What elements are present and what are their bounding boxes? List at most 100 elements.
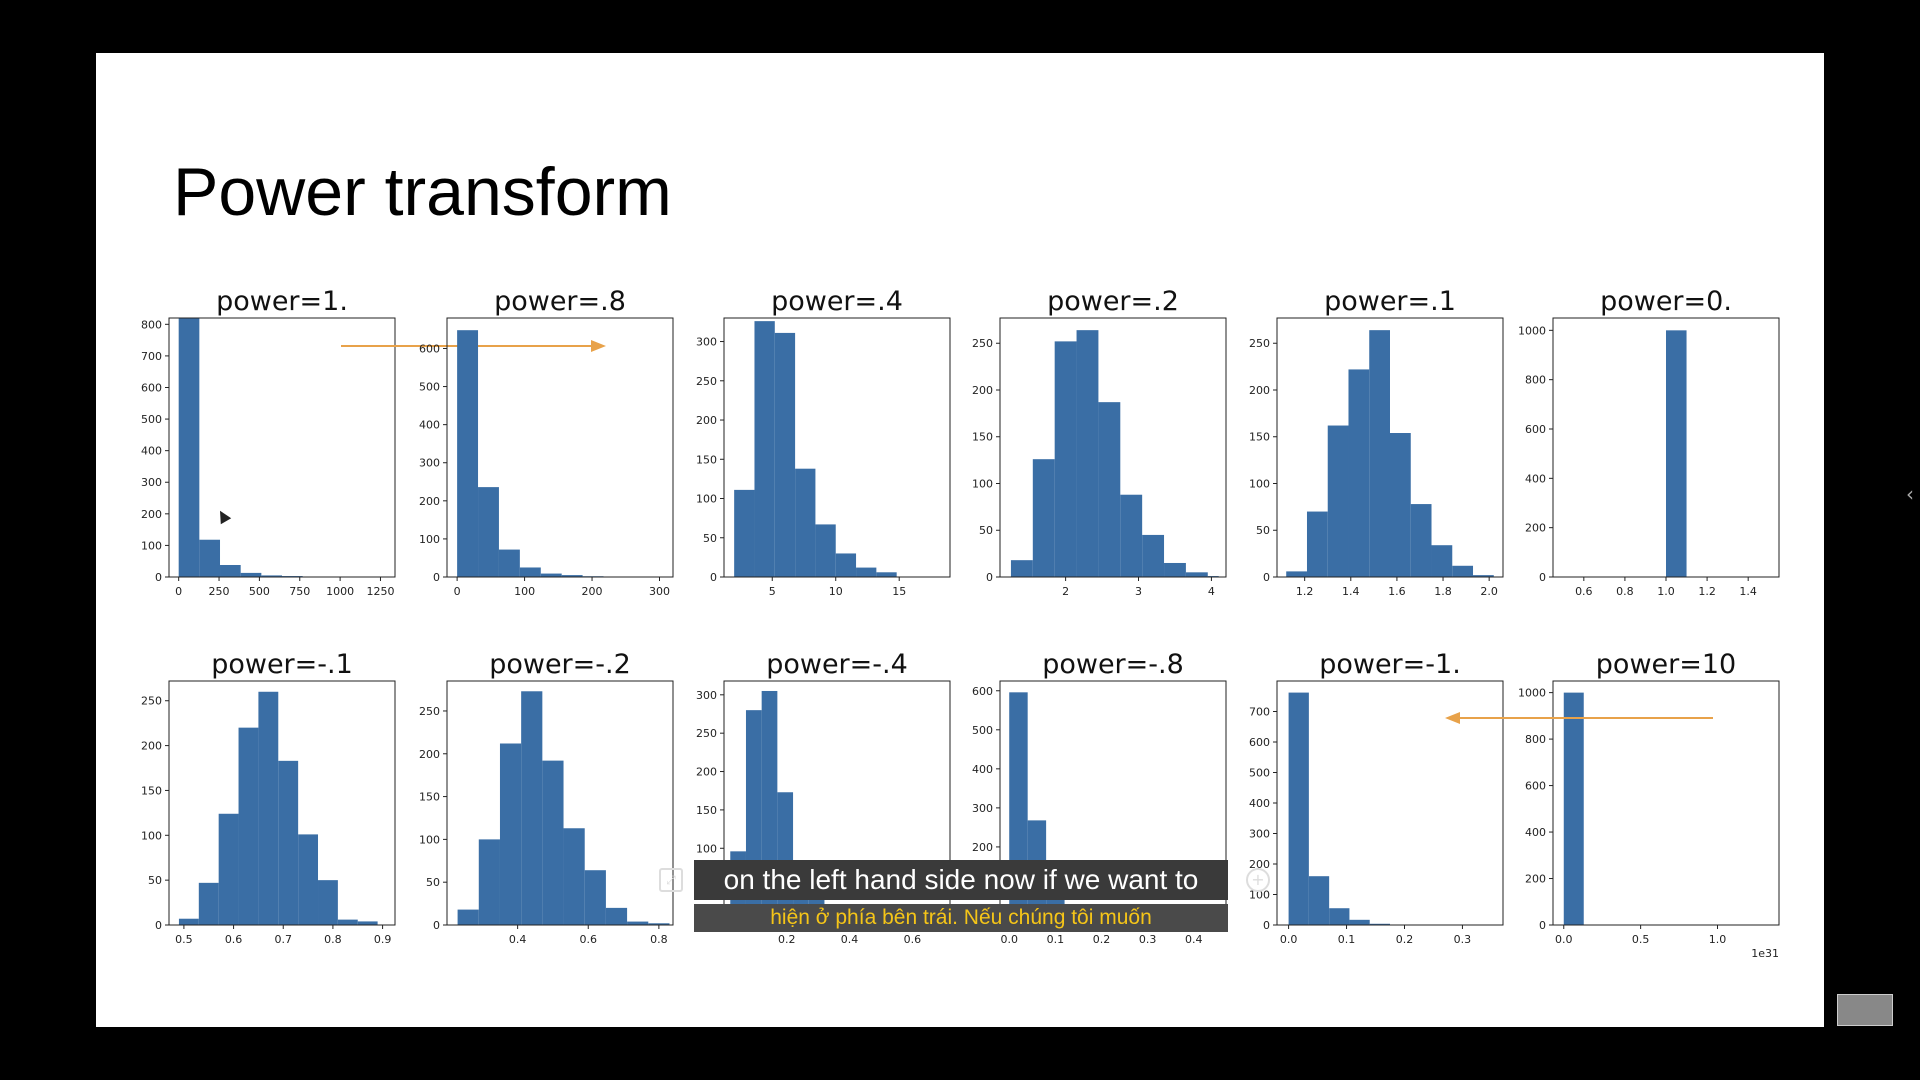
zoom-icon[interactable]: + [1246, 868, 1270, 892]
chart-title: power=-1. [1319, 649, 1461, 680]
histogram-bar [876, 572, 897, 577]
chart-title: power=1. [216, 286, 348, 317]
histogram-bar [1288, 692, 1309, 925]
y-tick-label: 300 [419, 457, 440, 470]
x-tick-label: 100 [514, 585, 535, 598]
histogram-bar [1185, 572, 1208, 577]
x-tick-label: 0.0 [1000, 933, 1018, 946]
y-tick-label: 0 [155, 919, 162, 932]
x-tick-label: 0.0 [1280, 933, 1298, 946]
histogram-bar [1666, 330, 1687, 577]
y-tick-label: 600 [1525, 780, 1546, 793]
y-tick-label: 200 [419, 748, 440, 761]
histogram-bar [542, 760, 564, 925]
x-tick-label: 0.8 [1616, 585, 1634, 598]
x-tick-label: 1250 [366, 585, 394, 598]
y-tick-label: 0 [986, 571, 993, 584]
histogram-bar [1563, 692, 1584, 925]
y-tick-label: 600 [1525, 423, 1546, 436]
histogram-bar [337, 919, 358, 925]
x-tick-label: 10 [829, 585, 843, 598]
x-tick-label: 0.1 [1047, 933, 1065, 946]
histogram-bar [199, 539, 221, 577]
y-tick-label: 0 [155, 571, 162, 584]
y-tick-label: 250 [972, 337, 993, 350]
chart-title: power=.4 [771, 286, 903, 317]
x-tick-label: 0.2 [1093, 933, 1111, 946]
y-tick-label: 200 [1525, 522, 1546, 535]
x-tick-label: 1000 [326, 585, 354, 598]
x-tick-label: 1.4 [1739, 585, 1757, 598]
y-tick-label: 100 [419, 533, 440, 546]
histogram-bar [1308, 876, 1330, 925]
y-tick-label: 100 [419, 833, 440, 846]
histogram-bar [835, 553, 857, 577]
y-tick-label: 250 [696, 375, 717, 388]
y-tick-label: 300 [972, 802, 993, 815]
x-tick-label: 1.2 [1698, 585, 1716, 598]
y-tick-label: 50 [1256, 524, 1270, 537]
x-tick-label: 1.6 [1388, 585, 1406, 598]
histogram-bar [1306, 511, 1328, 577]
y-tick-label: 100 [141, 539, 162, 552]
y-tick-label: 150 [141, 784, 162, 797]
x-tick-label: 0.3 [1139, 933, 1157, 946]
histogram-bar [1076, 330, 1099, 577]
y-tick-label: 0 [433, 919, 440, 932]
chart-frame [168, 317, 396, 578]
y-tick-label: 600 [419, 342, 440, 355]
histogram-bar [318, 880, 338, 925]
chart-title: power=10 [1596, 649, 1736, 680]
histogram-bar [605, 907, 628, 925]
y-tick-label: 400 [141, 445, 162, 458]
x-offset-label: 1e31 [1751, 947, 1779, 960]
chart-title: power=.8 [494, 286, 626, 317]
x-tick-label: 0.5 [1632, 933, 1650, 946]
x-tick-label: 0.8 [324, 933, 342, 946]
x-tick-label: 500 [249, 585, 270, 598]
y-tick-label: 100 [972, 477, 993, 490]
caption-settings-icon[interactable]: ⤢ [659, 868, 683, 892]
histogram-bar [218, 813, 239, 925]
chevron-left-icon[interactable]: ‹ [1906, 482, 1914, 506]
histogram-bar [1369, 330, 1390, 577]
y-tick-label: 100 [696, 493, 717, 506]
x-tick-label: 0.0 [1555, 933, 1573, 946]
y-tick-label: 600 [1249, 736, 1270, 749]
histogram-bar [240, 572, 262, 577]
y-tick-label: 100 [1249, 889, 1270, 902]
histogram-bar [584, 870, 606, 925]
histogram-bar [1349, 919, 1370, 925]
histogram-bar [258, 691, 279, 925]
chart-title: power=-.8 [1042, 649, 1184, 680]
y-tick-label: 800 [1525, 374, 1546, 387]
y-tick-label: 400 [1249, 797, 1270, 810]
y-tick-label: 500 [419, 381, 440, 394]
histogram-bar [1032, 459, 1055, 577]
histogram-bar [754, 321, 775, 577]
subtitle-english: on the left hand side now if we want to [694, 860, 1228, 900]
histogram-bar [198, 882, 219, 925]
chart-frame [1552, 680, 1780, 926]
x-tick-label: 3 [1135, 585, 1142, 598]
y-tick-label: 250 [141, 695, 162, 708]
y-tick-label: 700 [141, 350, 162, 363]
y-tick-label: 150 [696, 804, 717, 817]
x-tick-label: 1.8 [1434, 585, 1452, 598]
y-tick-label: 150 [1249, 431, 1270, 444]
y-tick-label: 200 [972, 384, 993, 397]
histogram-bar [457, 909, 479, 925]
y-tick-label: 0 [1263, 571, 1270, 584]
histogram-bar [1452, 565, 1474, 577]
y-tick-label: 100 [1249, 477, 1270, 490]
x-tick-label: 1.4 [1342, 585, 1360, 598]
video-thumbnail[interactable] [1837, 994, 1893, 1026]
chart-title: power=.1 [1324, 286, 1456, 317]
x-tick-label: 0.6 [225, 933, 243, 946]
y-tick-label: 150 [972, 431, 993, 444]
x-tick-label: 0.3 [1454, 933, 1472, 946]
x-tick-label: 0.7 [274, 933, 292, 946]
histogram-bar [1286, 571, 1307, 577]
x-tick-label: 0.6 [580, 933, 598, 946]
